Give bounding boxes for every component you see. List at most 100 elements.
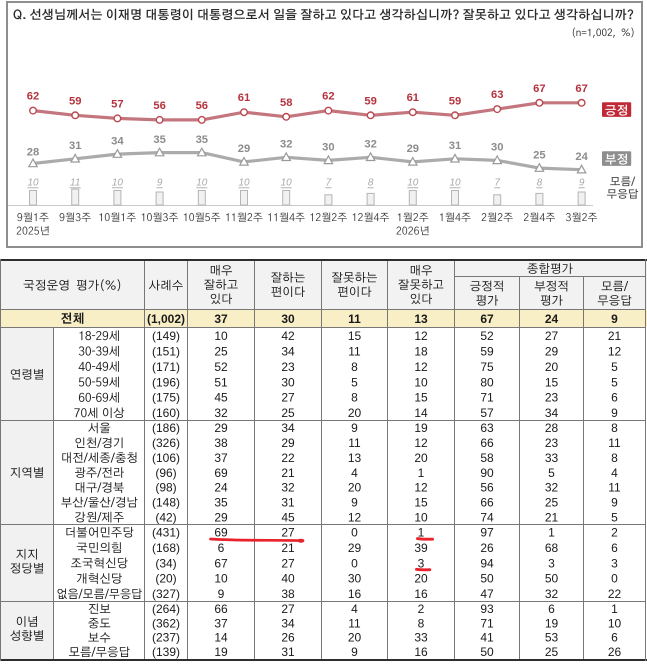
svg-text:20: 20 xyxy=(545,360,559,374)
svg-text:57: 57 xyxy=(111,98,123,110)
svg-text:27: 27 xyxy=(281,526,295,540)
svg-text:29: 29 xyxy=(281,436,295,450)
svg-text:53: 53 xyxy=(545,631,559,645)
svg-text:38: 38 xyxy=(214,436,228,450)
svg-text:61: 61 xyxy=(238,92,250,104)
svg-text:32: 32 xyxy=(545,481,559,495)
svg-text:30: 30 xyxy=(281,375,295,389)
svg-text:5: 5 xyxy=(611,360,618,374)
svg-text:8: 8 xyxy=(611,451,618,465)
svg-text:11: 11 xyxy=(348,436,361,450)
svg-text:71: 71 xyxy=(480,616,494,630)
svg-text:13: 13 xyxy=(348,451,362,465)
svg-text:5: 5 xyxy=(611,375,618,389)
svg-text:57: 57 xyxy=(480,406,494,420)
svg-text:32: 32 xyxy=(364,139,376,151)
svg-text:66: 66 xyxy=(480,436,494,450)
svg-text:(151): (151) xyxy=(152,344,180,358)
svg-text:7: 7 xyxy=(494,178,500,189)
svg-text:58: 58 xyxy=(480,451,494,465)
svg-text:9: 9 xyxy=(218,587,225,601)
svg-text:66: 66 xyxy=(214,602,228,616)
svg-text:61: 61 xyxy=(407,92,419,104)
svg-text:51: 51 xyxy=(214,375,228,389)
svg-text:25: 25 xyxy=(545,496,559,510)
svg-text:22: 22 xyxy=(281,451,295,465)
svg-text:59: 59 xyxy=(480,344,494,358)
svg-text:(362): (362) xyxy=(152,616,180,630)
svg-text:(139): (139) xyxy=(152,645,180,659)
svg-text:(431): (431) xyxy=(152,526,180,540)
svg-text:(160): (160) xyxy=(152,406,180,420)
svg-text:25: 25 xyxy=(533,149,545,161)
svg-text:(237): (237) xyxy=(152,631,180,645)
svg-text:10: 10 xyxy=(449,178,461,189)
svg-text:(96): (96) xyxy=(155,466,176,480)
svg-text:29: 29 xyxy=(407,143,419,155)
svg-text:39: 39 xyxy=(414,541,428,555)
svg-text:18: 18 xyxy=(414,344,428,358)
svg-text:80: 80 xyxy=(480,375,494,389)
svg-text:(148): (148) xyxy=(152,496,180,510)
svg-text:42: 42 xyxy=(281,329,295,343)
svg-text:(42): (42) xyxy=(155,510,176,524)
svg-text:(196): (196) xyxy=(152,375,180,389)
svg-text:12: 12 xyxy=(348,510,362,524)
svg-text:5: 5 xyxy=(351,375,358,389)
svg-text:20: 20 xyxy=(414,572,428,586)
svg-text:25: 25 xyxy=(281,406,295,420)
svg-text:19: 19 xyxy=(545,616,559,630)
svg-text:24: 24 xyxy=(545,312,559,326)
svg-text:33: 33 xyxy=(414,631,428,645)
svg-text:21: 21 xyxy=(281,466,295,480)
svg-text:10: 10 xyxy=(281,178,293,189)
svg-text:24: 24 xyxy=(575,151,588,163)
svg-text:9: 9 xyxy=(157,178,163,189)
svg-text:4: 4 xyxy=(351,602,358,616)
svg-text:10: 10 xyxy=(407,178,419,189)
svg-text:21: 21 xyxy=(281,541,295,555)
svg-text:26: 26 xyxy=(480,541,494,555)
svg-text:97: 97 xyxy=(480,526,494,540)
svg-text:1: 1 xyxy=(548,526,555,540)
svg-text:8: 8 xyxy=(418,616,425,630)
svg-text:22: 22 xyxy=(608,587,622,601)
svg-text:31: 31 xyxy=(281,645,295,659)
svg-text:(149): (149) xyxy=(152,329,180,343)
svg-text:27: 27 xyxy=(281,556,295,570)
svg-text:15: 15 xyxy=(414,496,428,510)
svg-text:12: 12 xyxy=(414,360,428,374)
svg-text:8: 8 xyxy=(351,391,358,405)
svg-text:21: 21 xyxy=(545,510,559,524)
svg-text:10: 10 xyxy=(214,329,228,343)
svg-text:19: 19 xyxy=(414,421,428,435)
svg-text:2: 2 xyxy=(611,526,618,540)
svg-text:28: 28 xyxy=(545,421,559,435)
svg-text:6: 6 xyxy=(548,602,555,616)
svg-text:50: 50 xyxy=(545,572,559,586)
svg-text:9: 9 xyxy=(611,406,618,420)
svg-text:20: 20 xyxy=(348,481,362,495)
svg-text:30: 30 xyxy=(491,142,503,154)
svg-text:(98): (98) xyxy=(155,481,176,495)
svg-text:90: 90 xyxy=(480,466,494,480)
svg-text:31: 31 xyxy=(449,140,461,152)
svg-text:12: 12 xyxy=(608,344,622,358)
svg-text:33: 33 xyxy=(545,451,559,465)
svg-text:0: 0 xyxy=(351,556,358,570)
svg-text:6: 6 xyxy=(611,541,618,555)
svg-text:10: 10 xyxy=(608,616,622,630)
svg-text:62: 62 xyxy=(322,91,334,103)
svg-text:38: 38 xyxy=(281,587,295,601)
svg-text:63: 63 xyxy=(491,89,503,101)
svg-text:30: 30 xyxy=(281,312,295,326)
svg-text:5: 5 xyxy=(611,510,618,524)
svg-text:10: 10 xyxy=(112,178,124,189)
svg-text:30: 30 xyxy=(348,572,362,586)
svg-text:(20): (20) xyxy=(155,572,176,586)
svg-text:8: 8 xyxy=(351,360,358,374)
svg-text:29: 29 xyxy=(214,510,228,524)
svg-text:20: 20 xyxy=(348,631,362,645)
svg-text:11: 11 xyxy=(70,178,80,189)
svg-text:16: 16 xyxy=(414,587,428,601)
